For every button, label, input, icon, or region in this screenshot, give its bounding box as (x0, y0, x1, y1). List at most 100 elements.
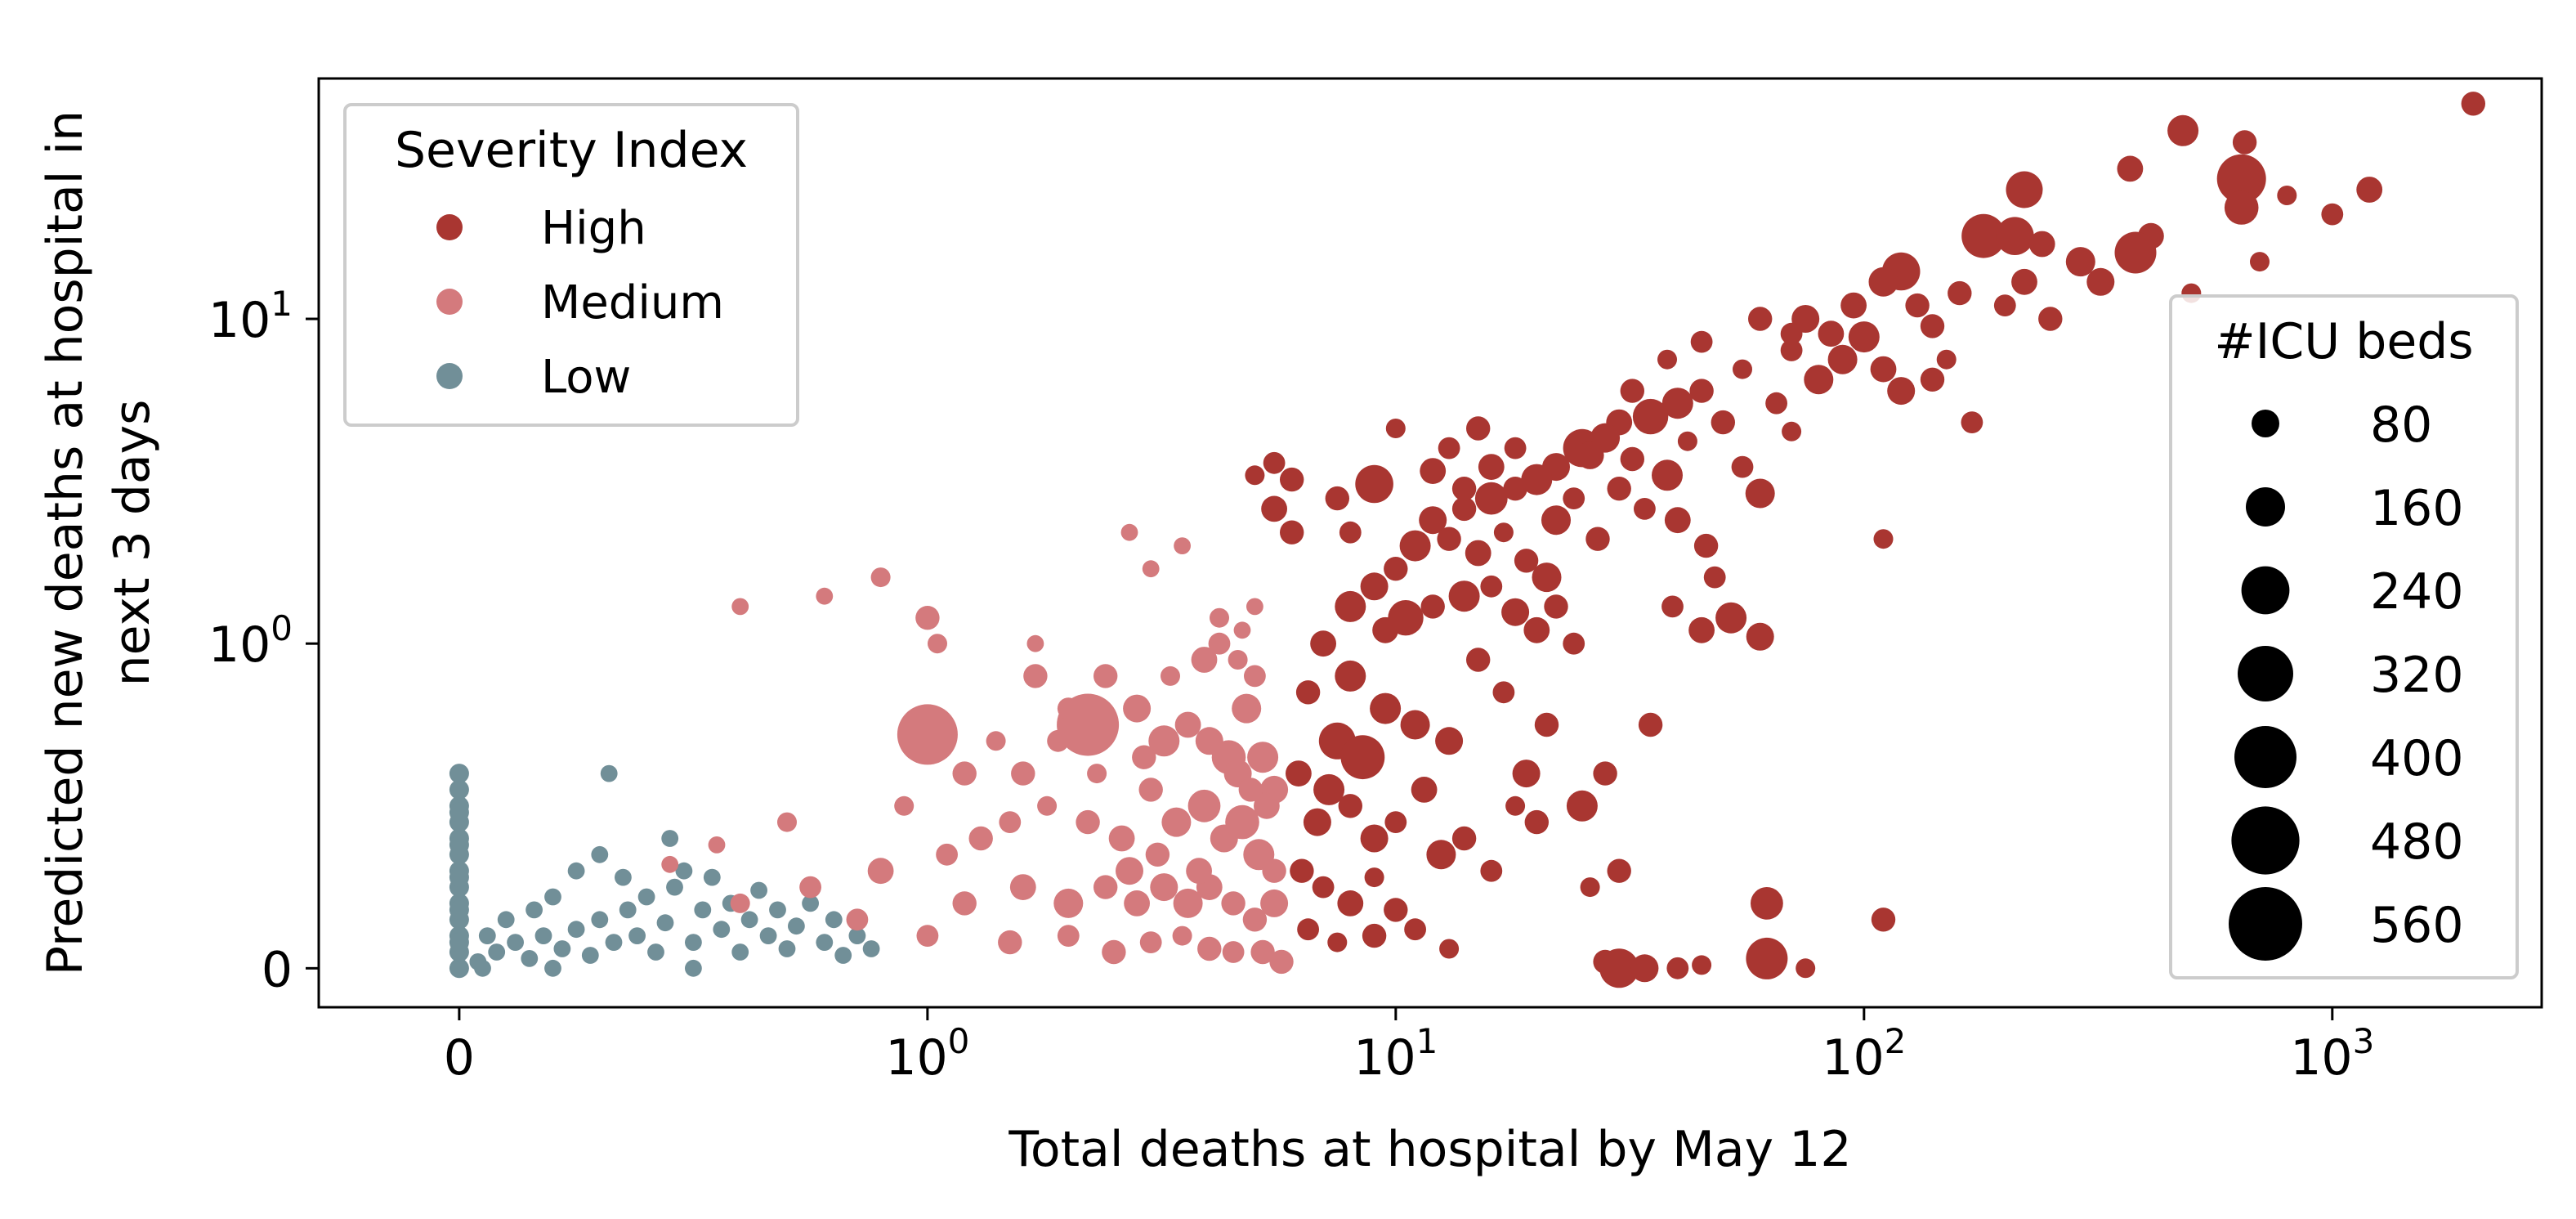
data-point-medium (1139, 931, 1162, 953)
data-point-medium (968, 826, 993, 851)
data-point-medium (1076, 809, 1100, 835)
data-point-high (1335, 660, 1366, 692)
size-legend-marker (2252, 410, 2279, 437)
size-legend-marker (2246, 487, 2285, 527)
data-point-low (802, 894, 819, 912)
data-point-low (619, 901, 637, 919)
data-point-high (1711, 410, 1735, 435)
data-point-high (1745, 478, 1775, 509)
data-point-medium (1161, 807, 1192, 837)
data-point-high (1703, 566, 1726, 589)
size-legend-label: 560 (2370, 897, 2464, 954)
data-point-medium (1148, 725, 1180, 757)
data-point-high (1355, 464, 1393, 504)
data-point-high (1961, 213, 2006, 258)
data-point-high (1920, 314, 1945, 338)
legend-label-low: Low (541, 351, 631, 404)
data-point-medium (1142, 560, 1160, 578)
data-point-low (449, 764, 469, 784)
data-point-high (1532, 562, 1562, 593)
size-legend-marker (2234, 726, 2296, 788)
data-point-medium (998, 930, 1022, 955)
data-point-high (1580, 877, 1600, 898)
data-point-low (478, 927, 496, 944)
data-point-low (637, 888, 655, 906)
data-point-high (1362, 923, 1387, 948)
data-point-high (1593, 761, 1617, 786)
data-point-medium (816, 587, 834, 605)
data-point-high (1692, 955, 1712, 975)
data-point-medium (1187, 789, 1221, 822)
data-point-medium (1246, 598, 1263, 616)
data-point-high (2011, 268, 2037, 295)
data-point-high (1325, 486, 1350, 511)
data-point-low (666, 878, 683, 896)
data-point-high (1435, 727, 1464, 755)
data-point-high (2086, 267, 2115, 296)
y-axis-label: Predicted new deaths at hospital in next… (37, 110, 161, 975)
size-legend-entries: 80 160 240 320 400 480 560 (2229, 397, 2464, 961)
data-point-high (1566, 790, 1598, 822)
data-point-high (1905, 293, 1930, 318)
size-legend-marker (2231, 806, 2300, 875)
size-legend-marker (2241, 566, 2290, 615)
data-point-high (1303, 808, 1331, 836)
data-point-high (1920, 367, 1945, 392)
data-point-high (1451, 477, 1477, 501)
data-point-low (449, 932, 469, 952)
data-point-high (1448, 580, 1480, 612)
data-point-high (1873, 529, 1894, 549)
data-point-high (1607, 858, 1631, 883)
data-point-high (1451, 826, 1477, 851)
data-point-low (788, 917, 805, 935)
data-point-high (1338, 794, 1363, 818)
data-point-high (2224, 190, 2259, 225)
data-point-high (1399, 530, 1431, 562)
data-point-high (1576, 441, 1604, 469)
data-point-high (2250, 252, 2270, 272)
data-point-medium (1026, 634, 1044, 652)
data-point-medium (1242, 908, 1268, 932)
data-point-medium (1225, 804, 1259, 840)
data-point-high (1290, 858, 1314, 883)
data-point-low (740, 911, 758, 929)
size-legend-label: 320 (2370, 647, 2464, 704)
tick-label-x-3: 102 (1822, 1021, 1906, 1087)
data-point-low (862, 940, 880, 957)
severity-legend-box (343, 103, 799, 427)
data-point-high (1327, 932, 1348, 952)
data-point-high (1295, 680, 1321, 705)
data-point-high (1384, 811, 1407, 833)
data-point-high (1782, 421, 1802, 441)
data-point-high (1297, 918, 1319, 941)
data-point-medium (708, 836, 726, 854)
data-point-medium (1093, 875, 1118, 899)
data-point-high (1563, 487, 1585, 509)
data-point-low (713, 921, 731, 939)
data-point-medium (894, 795, 915, 816)
data-point-high (1693, 533, 1719, 558)
size-legend-marker (2238, 646, 2293, 701)
data-point-low (600, 764, 618, 782)
data-point-high (1474, 482, 1508, 515)
y-axis-label-line-2: next 3 days (104, 400, 161, 687)
data-point-low (605, 934, 623, 951)
data-point-high (1466, 648, 1491, 672)
data-points (449, 92, 2485, 988)
x-axis: 0 100 101 102 103 (444, 1007, 2374, 1087)
data-point-high (1689, 379, 1714, 403)
data-point-high (1688, 616, 1715, 643)
data-point-high (1748, 307, 1773, 331)
data-point-medium (1057, 697, 1080, 719)
data-point-high (1337, 890, 1364, 916)
data-point-high (1370, 692, 1402, 724)
data-point-high (1312, 876, 1335, 899)
data-point-high (2277, 186, 2297, 205)
data-point-low (816, 934, 834, 951)
data-point-medium (999, 811, 1022, 833)
data-point-low (449, 779, 469, 800)
data-point-medium (1172, 925, 1192, 946)
data-point-low (778, 940, 796, 957)
tick-label-x-1: 100 (885, 1021, 969, 1087)
data-point-high (1632, 398, 1669, 435)
